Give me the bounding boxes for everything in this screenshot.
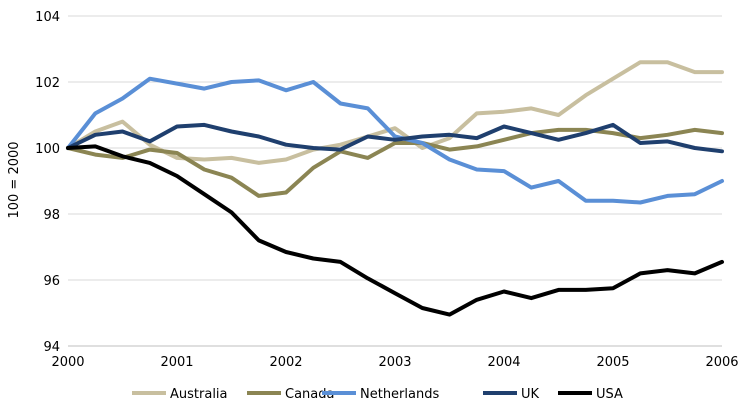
series-lines (66, 60, 724, 317)
legend-item-netherlands: Netherlands (322, 387, 439, 402)
y-tick-label: 102 (35, 76, 60, 91)
series-line-australia (66, 60, 724, 165)
y-tick-label: 96 (43, 274, 60, 289)
legend-item-usa: USA (558, 387, 623, 402)
x-tick-label: 2003 (378, 355, 411, 370)
x-tick-label: 2002 (269, 355, 302, 370)
series-line-netherlands (66, 76, 724, 205)
series-line-usa (66, 144, 724, 317)
tick-labels: 94 96 98 100 102 104 2000 2001 2002 2003 2004 2005 2… (35, 10, 738, 370)
y-tick-label: 94 (43, 340, 60, 355)
y-tick-label: 104 (35, 10, 60, 25)
legend-label: Netherlands (360, 387, 439, 402)
legend-label: Canada (285, 387, 334, 402)
legend-item-australia: Australia (132, 387, 228, 402)
legend-label: USA (596, 387, 623, 402)
y-axis-title: 100 = 2000 (7, 141, 22, 218)
x-tick-label: 2000 (51, 355, 84, 370)
x-tick-label: 2004 (487, 355, 520, 370)
legend-item-uk: UK (483, 387, 540, 402)
gridlines (68, 15, 722, 281)
legend: Australia Canada Netherlands UK USA (132, 387, 623, 402)
x-tick-label: 2005 (596, 355, 629, 370)
y-tick-label: 98 (43, 208, 60, 223)
x-tick-label: 2006 (705, 355, 738, 370)
legend-label: Australia (170, 387, 228, 402)
series-line-canada (66, 127, 724, 198)
legend-item-canada: Canada (247, 387, 334, 402)
series-line-uk (66, 122, 724, 154)
x-tick-label: 2001 (160, 355, 193, 370)
legend-label: UK (521, 387, 540, 402)
y-tick-label: 100 (35, 142, 60, 157)
